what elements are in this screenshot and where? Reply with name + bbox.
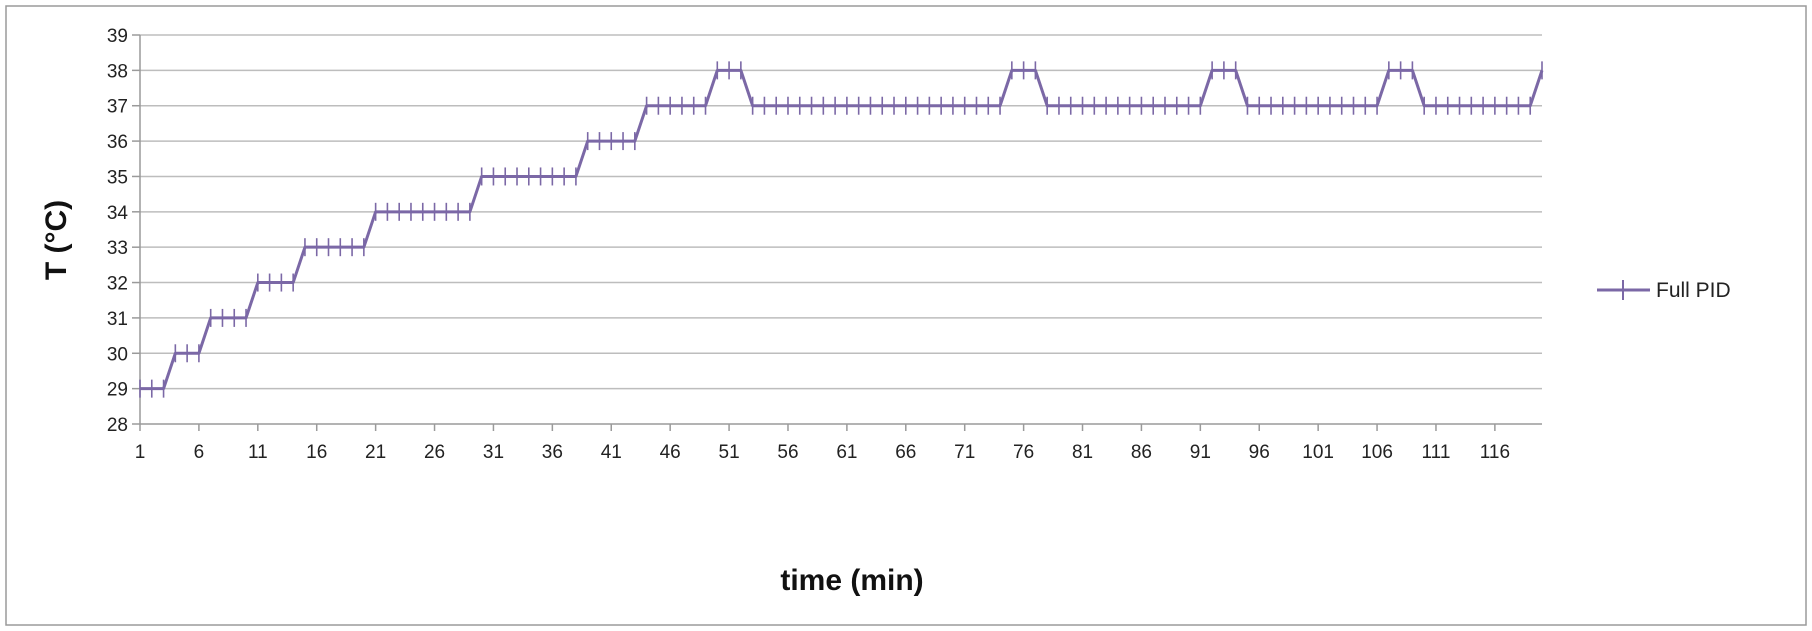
y-tick-label: 36	[107, 132, 128, 153]
y-axis-ticks: 28 29 30 31 32 33 34 35 36 37 38 39	[107, 26, 140, 436]
x-tick-label: 56	[777, 442, 798, 463]
x-axis-ticks: 1 6 11 16 21 26 31 36 41 46 51 56 61 66 71 76 81 86 91 96 10…	[135, 424, 1510, 463]
y-tick-label: 30	[107, 344, 128, 365]
y-tick-label: 29	[107, 380, 128, 401]
x-tick-label: 11	[248, 442, 268, 463]
y-tick-label: 28	[107, 415, 128, 436]
x-tick-label: 111	[1422, 442, 1451, 463]
x-tick-label: 26	[424, 442, 445, 463]
x-tick-label: 81	[1072, 442, 1093, 463]
x-tick-label: 66	[895, 442, 916, 463]
x-tick-label: 36	[542, 442, 563, 463]
x-tick-label: 51	[719, 442, 740, 463]
x-tick-label: 46	[660, 442, 681, 463]
x-tick-label: 16	[306, 442, 327, 463]
x-tick-label: 96	[1249, 442, 1270, 463]
x-tick-label: 31	[483, 442, 504, 463]
x-tick-label: 61	[836, 442, 857, 463]
x-tick-label: 76	[1013, 442, 1034, 463]
y-axis-title: T (°C)	[40, 200, 73, 280]
x-tick-label: 71	[954, 442, 975, 463]
y-tick-label: 35	[107, 167, 128, 188]
series-line-0	[140, 68, 1544, 391]
y-tick-label: 33	[107, 238, 128, 259]
y-tick-label: 37	[107, 97, 128, 118]
x-tick-label: 1	[135, 442, 146, 463]
x-tick-label: 6	[194, 442, 205, 463]
x-tick-label: 116	[1480, 442, 1510, 463]
y-tick-label: 39	[107, 26, 128, 47]
x-axis-title: time (min)	[780, 564, 923, 597]
y-tick-label: 31	[107, 309, 128, 330]
x-tick-label: 41	[601, 442, 622, 463]
legend: Full PID	[1597, 279, 1731, 302]
x-tick-label: 106	[1361, 442, 1393, 463]
legend-label: Full PID	[1656, 279, 1731, 302]
series-layer	[139, 61, 1544, 398]
y-tick-label: 32	[107, 274, 128, 295]
x-tick-label: 101	[1302, 442, 1334, 463]
y-tick-label: 38	[107, 61, 128, 82]
x-tick-label: 91	[1190, 442, 1211, 463]
x-tick-label: 86	[1131, 442, 1152, 463]
y-tick-label: 34	[107, 203, 129, 224]
axes	[139, 35, 1542, 425]
x-tick-label: 21	[365, 442, 386, 463]
